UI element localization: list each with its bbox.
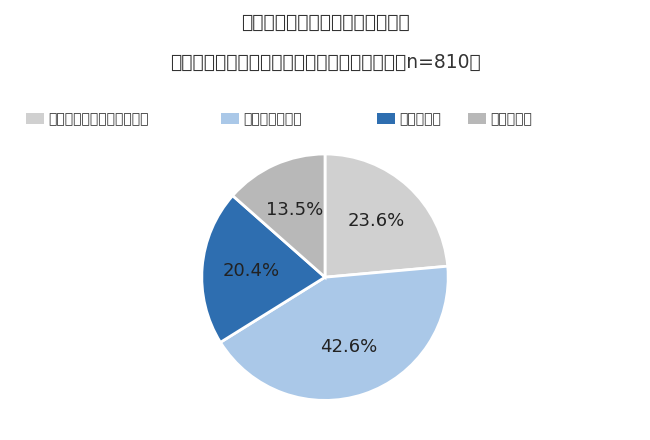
Text: 20.4%: 20.4% (223, 262, 280, 280)
Text: 特に不安になることはない: 特に不安になることはない (49, 112, 150, 126)
Wedge shape (202, 196, 325, 342)
Text: 不安になる: 不安になる (400, 112, 441, 126)
Text: 23.6%: 23.6% (348, 212, 405, 230)
Text: わからない: わからない (491, 112, 532, 126)
Wedge shape (325, 154, 448, 277)
Wedge shape (220, 266, 448, 400)
Text: 図３　学校の英語授業に関して、: 図３ 学校の英語授業に関して、 (240, 13, 410, 32)
Text: 「将来役に立つか」などの点で不安になるか（n=810）: 「将来役に立つか」などの点で不安になるか（n=810） (170, 53, 480, 72)
Text: 13.5%: 13.5% (266, 201, 323, 219)
Text: 42.6%: 42.6% (320, 338, 377, 356)
Text: やや不安になる: やや不安になる (244, 112, 302, 126)
Wedge shape (233, 154, 325, 277)
